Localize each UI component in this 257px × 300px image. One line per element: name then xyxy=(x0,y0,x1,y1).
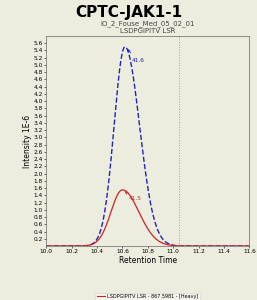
Title: IO_2_Fouse_Med_05_02_01
LSDPGIPITV LSR: IO_2_Fouse_Med_05_02_01 LSDPGIPITV LSR xyxy=(100,20,195,34)
Legend: LSDPGIPITV LSR - 867.5981 - [Heavy], LSDPGIPITV LSR - 622.4326 - [Heavy]: LSDPGIPITV LSR - 867.5981 - [Heavy], LSD… xyxy=(95,293,200,300)
Text: CPTC-JAK1-1: CPTC-JAK1-1 xyxy=(75,4,182,20)
Text: 41.5: 41.5 xyxy=(125,192,142,201)
Y-axis label: Intensity 1E-6: Intensity 1E-6 xyxy=(23,114,32,168)
X-axis label: Retention Time: Retention Time xyxy=(119,256,177,265)
Text: 41.6: 41.6 xyxy=(127,50,144,63)
